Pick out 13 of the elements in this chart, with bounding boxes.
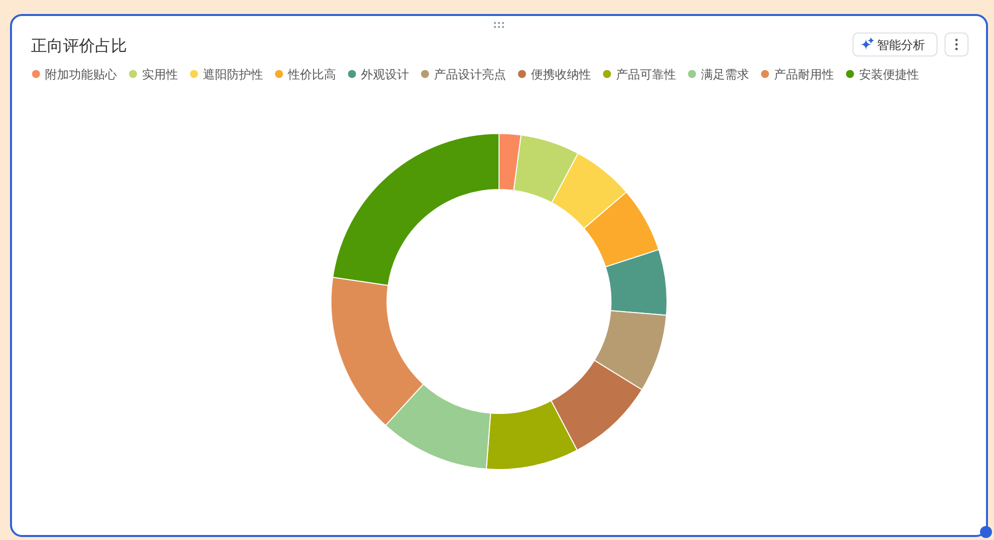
legend-label: 性价比高 — [287, 68, 336, 82]
legend-label: 遮阳防护性 — [203, 68, 263, 82]
button: 智能分析 — [852, 32, 938, 56]
legend-label: 附加功能贴心 — [45, 68, 117, 82]
legend-label: 满足需求 — [701, 68, 749, 82]
legend-label: 实用性 — [142, 68, 178, 82]
legend-label: 产品设计亮点 — [434, 68, 506, 82]
legend-label: 产品可靠性 — [616, 68, 676, 82]
legend-label: 便携收纳性 — [531, 68, 591, 82]
legend-label: 外观设计 — [361, 68, 409, 82]
legend-label: 安装便捷性 — [859, 68, 919, 82]
legend-label: 产品耐用性 — [774, 68, 834, 82]
chart-title: 正向评价占比 — [31, 37, 127, 55]
